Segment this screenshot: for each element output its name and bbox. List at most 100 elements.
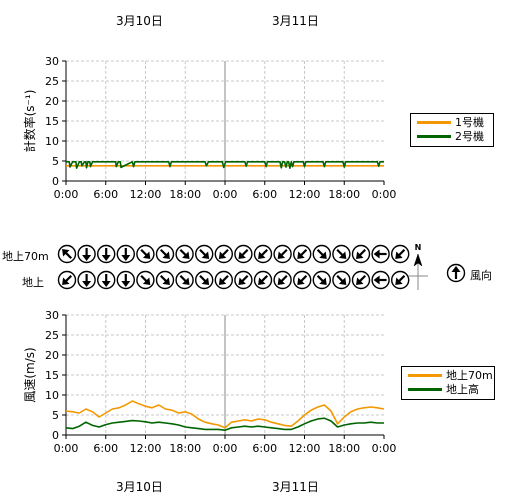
date-label-top-2: 3月11日 [272,14,319,28]
count-rate-legend: 1号機 2号機 [410,113,494,147]
legend-swatch-unit2 [417,135,451,138]
wind-arrow-2-9 [214,270,234,290]
wind-arrow-2-10 [234,270,253,290]
legend-item-unit2: 2号機 [411,129,493,143]
wind-arrow-1-9 [214,244,234,264]
wind-arrow-1-12 [273,244,292,264]
wind-arrow-1-6 [155,244,175,264]
count-rate-xtick-label-6: 12:00 [289,188,321,201]
wind-speed-xtick-label-7: 18:00 [328,442,360,455]
count-rate-ytick-label-1: 5 [52,155,59,168]
legend-swatch-70m [408,374,442,377]
wind-arrow-1-13 [293,244,312,264]
wind-arrow-2-1 [57,270,77,290]
wind-arrow-2-3 [96,270,116,290]
wind-speed-ytick-label-4: 20 [45,349,59,362]
count-rate-xtick-label-3: 18:00 [169,188,201,201]
legend-label-unit2: 2号機 [455,130,484,143]
wind-speed-ylabel: 風速(m/s) [23,347,37,402]
wind-arrow-1-2 [77,244,96,264]
wind-arrow-1-15 [332,244,351,264]
north-arrow-icon: N [408,243,428,290]
count-rate-ytick-label-0: 0 [52,175,59,188]
wind-row-label-ground: 地上 [22,276,44,289]
wind-speed-ytick-label-2: 10 [45,389,59,402]
wind-speed-xtick-label-0: 0:00 [54,442,79,455]
wind-speed-ytick-label-6: 30 [45,309,59,322]
wind-speed-ytick-label-3: 15 [45,369,59,382]
wind-speed-ytick-label-5: 25 [45,329,59,342]
wind-row-label-70m: 地上70m [2,250,49,263]
count-rate-ytick-label-6: 30 [45,55,59,68]
wind-arrow-2-4 [116,270,136,290]
wind-speed-xtick-label-4: 0:00 [213,442,238,455]
count-rate-series-2 [66,161,384,169]
count-rate-xtick-label-7: 18:00 [328,188,360,201]
legend-item-ground: 地上高 [402,382,494,396]
wind-arrow-2-8 [194,270,214,290]
count-rate-xtick-label-0: 0:00 [54,188,79,201]
wind-arrow-2-11 [253,270,273,290]
wind-arrow-1-4 [116,244,136,264]
legend-swatch-ground [408,388,442,391]
wind-arrow-2-14 [312,270,331,290]
count-rate-ytick-label-2: 10 [45,135,59,148]
north-label: N [415,243,422,252]
wind-speed-xtick-label-8: 0:00 [372,442,397,455]
legend-label-ground: 地上高 [446,383,479,396]
wind-arrow-1-3 [96,244,116,264]
date-label-bottom-2: 3月11日 [272,480,319,494]
wind-arrow-1-14 [312,244,331,264]
wind-arrow-1-1 [57,244,77,264]
count-rate-xtick-label-4: 0:00 [213,188,238,201]
wind-arrow-2-15 [332,270,351,290]
date-label-bottom-1: 3月10日 [116,480,163,494]
wind-arrow-1-5 [136,244,155,264]
count-rate-ytick-label-4: 20 [45,95,59,108]
wind-speed-ytick-label-1: 5 [52,409,59,422]
count-rate-chart: 0 5 10 15 20 25 30 0:00 6:00 12:00 18:00 0:00 6:00 12… [22,55,397,201]
legend-item-unit1: 1号機 [411,115,493,129]
count-rate-xtick-label-8: 0:00 [372,188,397,201]
date-label-top-1: 3月10日 [116,14,163,28]
wind-arrow-1-17 [371,244,390,264]
wind-speed-xtick-label-1: 6:00 [93,442,118,455]
wind-arrow-2-13 [293,270,312,290]
wind-legend-label: 風向 [470,269,492,282]
wind-speed-xtick-label-3: 18:00 [169,442,201,455]
wind-arrow-2-16 [351,270,371,290]
wind-arrow-2-2 [77,270,96,290]
wind-speed-xtick-label-2: 12:00 [130,442,162,455]
wind-arrow-2-17 [371,270,390,290]
count-rate-xtick-label-2: 12:00 [130,188,162,201]
wind-arrow-1-10 [234,244,253,264]
wind-arrow-1-18 [391,244,410,264]
wind-speed-ytick-label-0: 0 [52,429,59,442]
wind-speed-chart: 0 5 10 15 20 25 30 0:00 6:00 12:00 18:00 0:00 6:00 12… [23,309,397,455]
legend-item-70m: 地上70m [402,368,494,382]
wind-arrow-1-8 [194,244,214,264]
wind-speed-series-2 [65,417,384,432]
wind-legend-arrow-icon [446,263,466,283]
wind-arrow-2-18 [391,270,410,290]
count-rate-xtick-label-1: 6:00 [93,188,118,201]
wind-speed-legend: 地上70m 地上高 [401,366,495,400]
wind-arrow-2-7 [175,270,194,290]
wind-arrow-2-12 [273,270,292,290]
wind-speed-series-1 [65,400,385,429]
wind-arrow-1-16 [351,244,371,264]
wind-arrow-1-11 [253,244,273,264]
legend-swatch-unit1 [417,121,451,124]
count-rate-ytick-label-5: 25 [45,75,59,88]
wind-arrow-2-5 [136,270,155,290]
wind-arrow-1-7 [175,244,194,264]
wind-speed-xtick-label-5: 6:00 [252,442,277,455]
legend-label-unit1: 1号機 [455,116,484,129]
count-rate-ylabel: 計数率(s⁻¹) [22,90,37,153]
wind-direction-panel: N [57,243,466,290]
wind-speed-xtick-label-6: 12:00 [289,442,321,455]
count-rate-xtick-label-5: 6:00 [252,188,277,201]
legend-label-70m: 地上70m [446,369,493,382]
count-rate-ytick-label-3: 15 [45,115,59,128]
wind-arrow-2-6 [155,270,175,290]
